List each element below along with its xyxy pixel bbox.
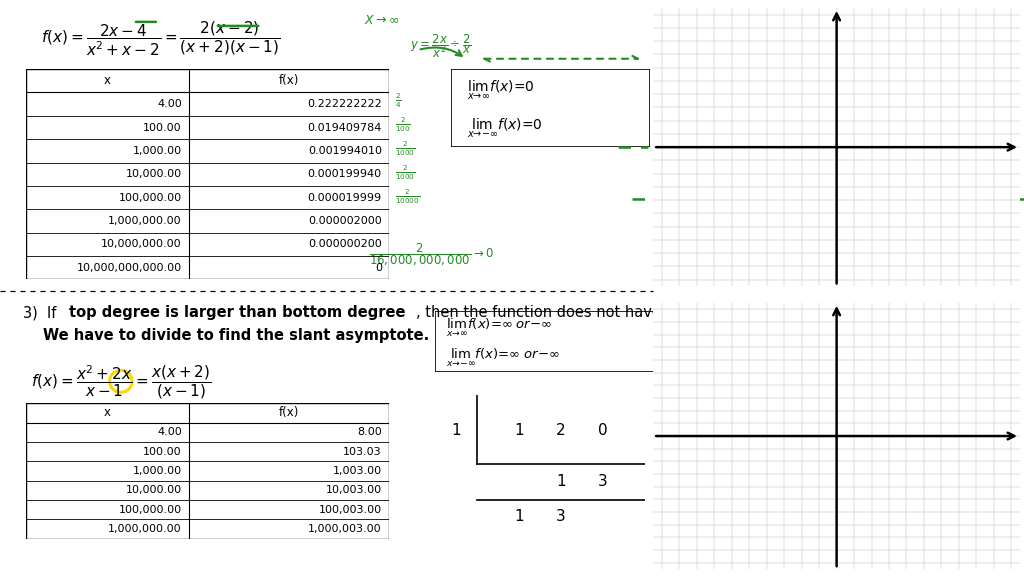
Text: f(x): f(x) <box>279 407 299 419</box>
Text: $\dfrac{2}{16,000,000,000} \to 0$: $\dfrac{2}{16,000,000,000} \to 0$ <box>369 241 494 268</box>
Text: $X \to \infty$: $X \to \infty$ <box>364 14 399 28</box>
Text: x: x <box>103 407 111 419</box>
Text: 1,000,000.00: 1,000,000.00 <box>109 216 182 226</box>
Text: 10,000.00: 10,000.00 <box>126 485 182 495</box>
Text: 0.000000200: 0.000000200 <box>308 239 382 249</box>
Text: 1,000,003.00: 1,000,003.00 <box>308 524 382 534</box>
Text: $\frac{2}{10000}$: $\frac{2}{10000}$ <box>395 188 421 206</box>
Text: 0: 0 <box>375 263 382 272</box>
Text: 0.000002000: 0.000002000 <box>308 216 382 226</box>
Text: 1,000.00: 1,000.00 <box>133 146 182 156</box>
Text: 100,003.00: 100,003.00 <box>318 505 382 514</box>
Text: $\lim_{x \to -\infty} f(x) = 0$: $\lim_{x \to -\infty} f(x) = 0$ <box>467 116 543 140</box>
Text: $y=\dfrac{2x}{x^2}\div\dfrac{2}{x}$: $y=\dfrac{2x}{x^2}\div\dfrac{2}{x}$ <box>410 32 471 59</box>
Text: 3: 3 <box>556 509 566 524</box>
Text: , then the function does not have a horizontal asymptote.: , then the function does not have a hori… <box>416 305 840 320</box>
Text: 1,000,000.00: 1,000,000.00 <box>109 524 182 534</box>
Text: 1: 1 <box>452 423 461 438</box>
Text: 1: 1 <box>514 423 524 438</box>
Text: 0: 0 <box>598 423 608 438</box>
Text: 2: 2 <box>556 423 566 438</box>
Text: 0.001994010: 0.001994010 <box>308 146 382 156</box>
Text: $f(x) = \dfrac{2x-4}{x^2+x-2} = \dfrac{2(x-2)}{(x+2)(x-1)}$: $f(x) = \dfrac{2x-4}{x^2+x-2} = \dfrac{2… <box>41 20 281 58</box>
Text: 100.00: 100.00 <box>143 123 182 132</box>
Text: 0.000199940: 0.000199940 <box>308 169 382 179</box>
Text: 4.00: 4.00 <box>157 427 182 437</box>
Text: 3)  If: 3) If <box>23 305 60 320</box>
Text: $\lim_{x \to \infty} f(x) = 0$: $\lim_{x \to \infty} f(x) = 0$ <box>467 78 535 102</box>
Text: 1: 1 <box>556 474 566 489</box>
Text: x: x <box>103 74 111 88</box>
Text: $f(x) = \dfrac{x^2+2x}{x-1} = \dfrac{x(x+2)}{(x-1)}$: $f(x) = \dfrac{x^2+2x}{x-1} = \dfrac{x(x… <box>31 363 211 401</box>
Text: 8.00: 8.00 <box>357 427 382 437</box>
Text: 100,000.00: 100,000.00 <box>119 505 182 514</box>
Text: $\frac{2}{1000}$: $\frac{2}{1000}$ <box>395 140 416 158</box>
Text: 0.000019999: 0.000019999 <box>308 192 382 203</box>
Text: $\frac{2}{4}$: $\frac{2}{4}$ <box>395 92 401 110</box>
Text: 1: 1 <box>514 509 524 524</box>
Text: top degree is larger than bottom degree: top degree is larger than bottom degree <box>69 305 406 320</box>
Text: We have to divide to find the slant asymptote.: We have to divide to find the slant asym… <box>43 328 429 343</box>
Text: 4.00: 4.00 <box>157 99 182 109</box>
Text: $\frac{2}{1000}$: $\frac{2}{1000}$ <box>395 164 416 182</box>
Text: f(x): f(x) <box>279 74 299 88</box>
Text: 10,003.00: 10,003.00 <box>326 485 382 495</box>
Text: 1,000.00: 1,000.00 <box>133 466 182 476</box>
Text: 1,003.00: 1,003.00 <box>333 466 382 476</box>
Text: 10,000,000.00: 10,000,000.00 <box>101 239 182 249</box>
Text: 100,000.00: 100,000.00 <box>119 192 182 203</box>
Text: $\lim_{x \to -\infty} f(x) = \infty\; or - \infty$: $\lim_{x \to -\infty} f(x) = \infty\; or… <box>446 347 560 369</box>
Text: 10,000,000,000.00: 10,000,000,000.00 <box>77 263 182 272</box>
Text: $\lim_{x \to \infty} f(x) = \infty\; or - \infty$: $\lim_{x \to \infty} f(x) = \infty\; or … <box>446 317 552 339</box>
Text: 100.00: 100.00 <box>143 446 182 457</box>
Text: 103.03: 103.03 <box>343 446 382 457</box>
Text: $\frac{2}{100}$: $\frac{2}{100}$ <box>395 116 411 134</box>
Text: 0.222222222: 0.222222222 <box>307 99 382 109</box>
Text: 0.019409784: 0.019409784 <box>307 123 382 132</box>
Text: 10,000.00: 10,000.00 <box>126 169 182 179</box>
Text: 3: 3 <box>598 474 608 489</box>
